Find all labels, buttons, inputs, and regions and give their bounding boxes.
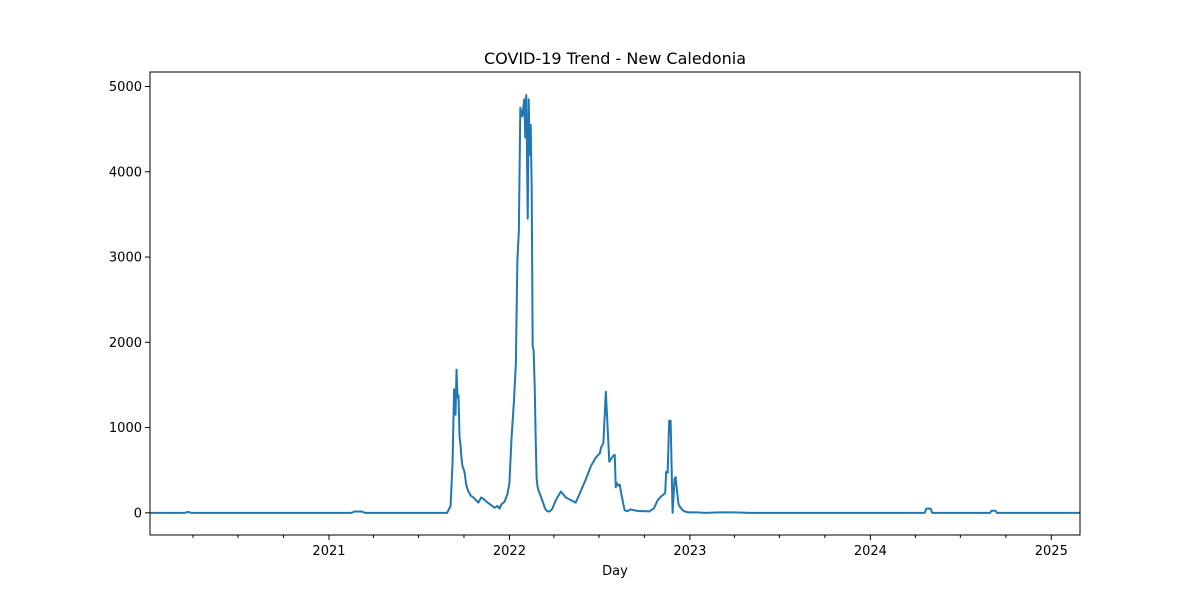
y-tick-label: 4000 <box>109 165 142 180</box>
y-tick-label: 1000 <box>109 421 142 436</box>
x-axis-label: Day <box>602 564 628 579</box>
y-tick-label: 5000 <box>109 80 142 95</box>
x-tick-label: 2025 <box>1035 544 1068 559</box>
x-tick-label: 2024 <box>854 544 887 559</box>
y-tick-label: 0 <box>134 506 142 521</box>
plot-area <box>150 94 1080 514</box>
y-tick-label: 2000 <box>109 336 142 351</box>
x-tick-label: 2022 <box>493 544 526 559</box>
plot-frame <box>149 71 1081 536</box>
x-tick-label: 2023 <box>673 544 706 559</box>
x-tick-label: 2021 <box>312 544 345 559</box>
y-tick-label: 3000 <box>109 251 142 266</box>
y-axis: 0 1000 2000 3000 4000 5000 <box>109 80 150 521</box>
x-axis: 2021 2022 2023 2024 2025 <box>192 535 1068 559</box>
chart-title: COVID-19 Trend - New Caledonia <box>484 49 746 68</box>
series-line-0 <box>150 94 1080 514</box>
